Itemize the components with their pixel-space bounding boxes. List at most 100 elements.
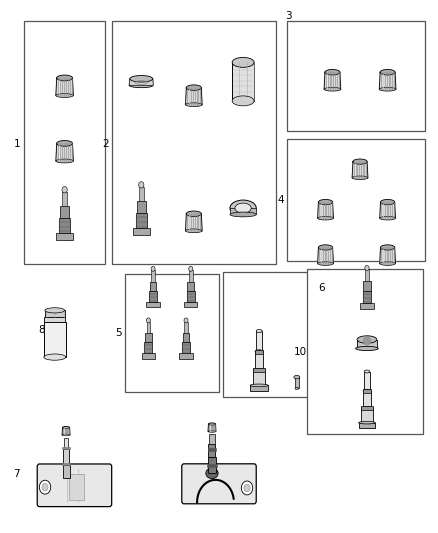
Polygon shape bbox=[186, 214, 202, 231]
Bar bbox=[253, 369, 265, 385]
Ellipse shape bbox=[318, 262, 333, 265]
Bar bbox=[183, 333, 189, 342]
Ellipse shape bbox=[364, 389, 370, 392]
Ellipse shape bbox=[380, 262, 396, 265]
Ellipse shape bbox=[256, 329, 262, 333]
Bar bbox=[62, 191, 67, 206]
Circle shape bbox=[244, 484, 250, 491]
Ellipse shape bbox=[208, 431, 216, 432]
Circle shape bbox=[138, 182, 144, 188]
Circle shape bbox=[39, 480, 51, 494]
Ellipse shape bbox=[324, 87, 341, 91]
Ellipse shape bbox=[186, 85, 201, 91]
Bar bbox=[139, 187, 144, 201]
Text: 10: 10 bbox=[293, 347, 307, 357]
Bar bbox=[44, 317, 65, 322]
Ellipse shape bbox=[325, 69, 340, 75]
Ellipse shape bbox=[186, 211, 201, 216]
Bar bbox=[361, 408, 373, 423]
Polygon shape bbox=[56, 78, 73, 95]
Bar bbox=[361, 407, 373, 410]
Bar bbox=[287, 139, 425, 261]
Ellipse shape bbox=[44, 354, 66, 360]
Polygon shape bbox=[186, 87, 202, 104]
Ellipse shape bbox=[359, 422, 375, 424]
Text: 9: 9 bbox=[240, 494, 247, 503]
Bar bbox=[146, 322, 150, 333]
Bar bbox=[69, 474, 84, 500]
Ellipse shape bbox=[232, 96, 254, 106]
Ellipse shape bbox=[361, 407, 373, 409]
Ellipse shape bbox=[250, 384, 268, 387]
Circle shape bbox=[364, 337, 371, 345]
Bar bbox=[179, 353, 193, 359]
Text: 8: 8 bbox=[38, 326, 45, 335]
Ellipse shape bbox=[130, 76, 153, 82]
Ellipse shape bbox=[357, 336, 377, 343]
Bar bbox=[151, 270, 155, 281]
Bar bbox=[150, 281, 156, 290]
Ellipse shape bbox=[380, 69, 395, 75]
Bar bbox=[360, 303, 374, 309]
Bar bbox=[364, 281, 371, 291]
Ellipse shape bbox=[318, 245, 332, 250]
Polygon shape bbox=[208, 424, 216, 431]
Bar bbox=[44, 322, 66, 357]
Polygon shape bbox=[380, 202, 396, 218]
Ellipse shape bbox=[235, 203, 251, 213]
Bar bbox=[255, 351, 263, 369]
Ellipse shape bbox=[56, 159, 73, 163]
Bar bbox=[63, 464, 70, 478]
Text: 6: 6 bbox=[318, 283, 325, 293]
Ellipse shape bbox=[379, 87, 396, 91]
Bar bbox=[24, 21, 105, 264]
Ellipse shape bbox=[186, 103, 202, 107]
Bar bbox=[255, 350, 263, 354]
FancyBboxPatch shape bbox=[37, 464, 112, 506]
Bar bbox=[141, 353, 155, 359]
Polygon shape bbox=[129, 79, 153, 85]
Ellipse shape bbox=[230, 212, 256, 217]
Bar bbox=[364, 372, 370, 391]
Ellipse shape bbox=[294, 375, 300, 379]
Bar bbox=[149, 290, 157, 302]
Polygon shape bbox=[379, 72, 396, 89]
Ellipse shape bbox=[381, 199, 395, 205]
Bar bbox=[112, 21, 276, 264]
Ellipse shape bbox=[56, 94, 73, 98]
Ellipse shape bbox=[232, 58, 254, 67]
Bar bbox=[133, 228, 150, 235]
Bar bbox=[64, 438, 68, 449]
Polygon shape bbox=[318, 202, 333, 218]
Bar bbox=[208, 457, 216, 473]
Bar bbox=[365, 270, 369, 281]
Bar bbox=[56, 232, 73, 240]
Ellipse shape bbox=[253, 368, 265, 371]
Bar bbox=[184, 322, 188, 333]
Ellipse shape bbox=[208, 423, 215, 425]
Bar bbox=[208, 448, 216, 451]
Bar bbox=[256, 331, 262, 351]
Bar bbox=[146, 302, 160, 308]
Bar bbox=[232, 62, 254, 101]
Bar bbox=[184, 302, 198, 308]
Bar bbox=[189, 270, 193, 281]
FancyBboxPatch shape bbox=[182, 464, 256, 504]
Ellipse shape bbox=[57, 75, 72, 81]
Bar bbox=[363, 291, 371, 303]
Circle shape bbox=[146, 318, 150, 323]
Ellipse shape bbox=[129, 83, 153, 87]
Ellipse shape bbox=[352, 176, 368, 180]
Polygon shape bbox=[324, 72, 341, 89]
Bar bbox=[209, 434, 215, 444]
Ellipse shape bbox=[186, 229, 202, 232]
Bar bbox=[64, 449, 69, 464]
Ellipse shape bbox=[318, 216, 333, 220]
Circle shape bbox=[184, 318, 188, 323]
Ellipse shape bbox=[364, 370, 370, 373]
Ellipse shape bbox=[356, 346, 378, 351]
Ellipse shape bbox=[57, 141, 72, 146]
Bar bbox=[145, 333, 152, 342]
Circle shape bbox=[365, 265, 369, 271]
Polygon shape bbox=[380, 247, 396, 263]
